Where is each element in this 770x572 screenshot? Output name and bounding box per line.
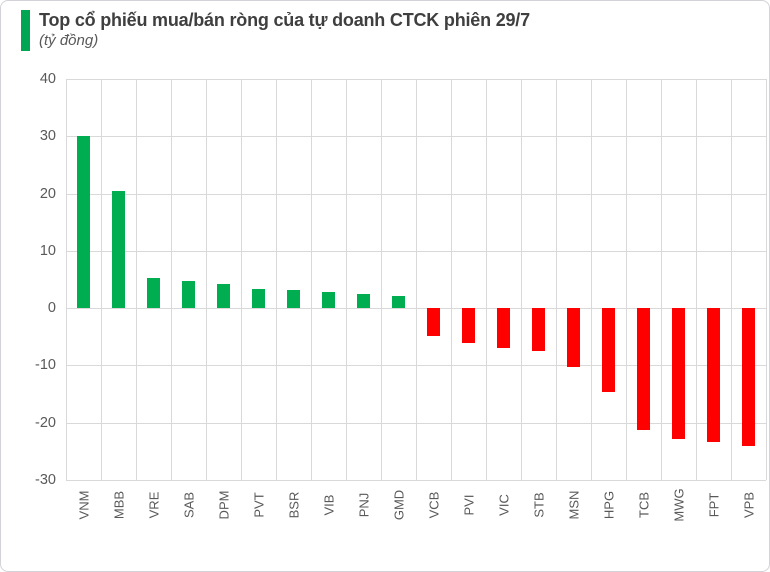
x-tick-label: HPG bbox=[601, 490, 616, 520]
y-tick-label: 0 bbox=[47, 300, 56, 317]
bar-STB bbox=[532, 308, 545, 351]
bar-MBB bbox=[112, 191, 125, 309]
x-tick-label: VPB bbox=[741, 491, 756, 519]
bar-VIC bbox=[497, 308, 510, 348]
x-tick-label: FPT bbox=[706, 492, 721, 518]
bar-BSR bbox=[287, 290, 300, 309]
bar-VRE bbox=[147, 278, 160, 309]
gridline-vertical bbox=[626, 79, 627, 480]
gridline-vertical bbox=[731, 79, 732, 480]
x-tick-label: STB bbox=[531, 492, 546, 518]
gridline-vertical bbox=[696, 79, 697, 480]
bar-SAB bbox=[182, 280, 195, 309]
gridline-vertical bbox=[486, 79, 487, 480]
plot-area bbox=[66, 79, 767, 481]
title-accent-bar bbox=[21, 10, 30, 51]
bar-MSN bbox=[567, 308, 580, 367]
bar-MWG bbox=[672, 308, 685, 440]
x-tick-label: MBB bbox=[111, 490, 126, 520]
gridline-vertical bbox=[451, 79, 452, 480]
bar-VIB bbox=[322, 292, 335, 309]
x-tick-label: TCB bbox=[636, 492, 651, 518]
gridline-vertical bbox=[136, 79, 137, 480]
gridline-vertical bbox=[171, 79, 172, 480]
bar-VCB bbox=[427, 308, 440, 336]
bar-PVI bbox=[462, 308, 475, 344]
y-tick-label: 30 bbox=[39, 128, 56, 145]
x-tick-label: VNM bbox=[76, 490, 91, 520]
title-block: Top cổ phiếu mua/bán ròng của tự doanh C… bbox=[39, 10, 530, 51]
x-tick-label: BSR bbox=[286, 491, 301, 519]
y-tick-label: 10 bbox=[39, 242, 56, 259]
x-tick-label: MWG bbox=[671, 488, 686, 522]
x-tick-label: GMD bbox=[391, 489, 406, 521]
gridline-vertical bbox=[66, 79, 67, 480]
gridline-vertical bbox=[661, 79, 662, 480]
gridline-vertical bbox=[766, 79, 767, 480]
x-tick-label: PVI bbox=[461, 494, 476, 516]
x-tick-label: VCB bbox=[426, 491, 441, 519]
gridline-vertical bbox=[311, 79, 312, 480]
x-tick-label: SAB bbox=[181, 491, 196, 519]
gridline-vertical bbox=[416, 79, 417, 480]
x-tick-label: DPM bbox=[216, 490, 231, 520]
gridline-vertical bbox=[276, 79, 277, 480]
y-tick-label: 40 bbox=[39, 71, 56, 87]
gridline-vertical bbox=[381, 79, 382, 480]
gridline-vertical bbox=[241, 79, 242, 480]
bar-VPB bbox=[742, 308, 755, 447]
chart-subtitle: (tỷ đồng) bbox=[39, 32, 99, 49]
x-tick-label: PNJ bbox=[356, 492, 371, 518]
bar-VNM bbox=[77, 136, 90, 309]
y-tick-label: -30 bbox=[35, 472, 56, 488]
gridline-vertical bbox=[206, 79, 207, 480]
x-tick-label: VRE bbox=[146, 491, 161, 519]
y-tick-label: -20 bbox=[35, 414, 56, 431]
y-tick-label: 20 bbox=[39, 185, 56, 202]
x-axis: VNM MBB VRE SAB DPM PVT BSR VIB PNJ GMD VCB PVI VIC S… bbox=[66, 480, 766, 550]
bar-PVT bbox=[252, 288, 265, 309]
bar-HPG bbox=[602, 308, 615, 393]
bar-DPM bbox=[217, 283, 230, 309]
gridline-vertical bbox=[346, 79, 347, 480]
gridline-vertical bbox=[591, 79, 592, 480]
bar-FPT bbox=[707, 308, 720, 442]
bar-PNJ bbox=[357, 294, 370, 309]
bar-TCB bbox=[637, 308, 650, 430]
y-tick-label: -10 bbox=[35, 357, 56, 374]
chart-title: Top cổ phiếu mua/bán ròng của tự doanh C… bbox=[39, 10, 530, 30]
x-tick-label: MSN bbox=[566, 490, 581, 520]
x-tick-label: PVT bbox=[251, 492, 266, 518]
x-tick-label: VIB bbox=[321, 494, 336, 516]
gridline-vertical bbox=[556, 79, 557, 480]
bar-GMD bbox=[392, 295, 405, 309]
gridline-vertical bbox=[101, 79, 102, 480]
chart-header: Top cổ phiếu mua/bán ròng của tự doanh C… bbox=[21, 10, 530, 51]
gridline-vertical bbox=[521, 79, 522, 480]
gridline-horizontal bbox=[66, 480, 766, 481]
x-tick-label: VIC bbox=[496, 494, 511, 516]
